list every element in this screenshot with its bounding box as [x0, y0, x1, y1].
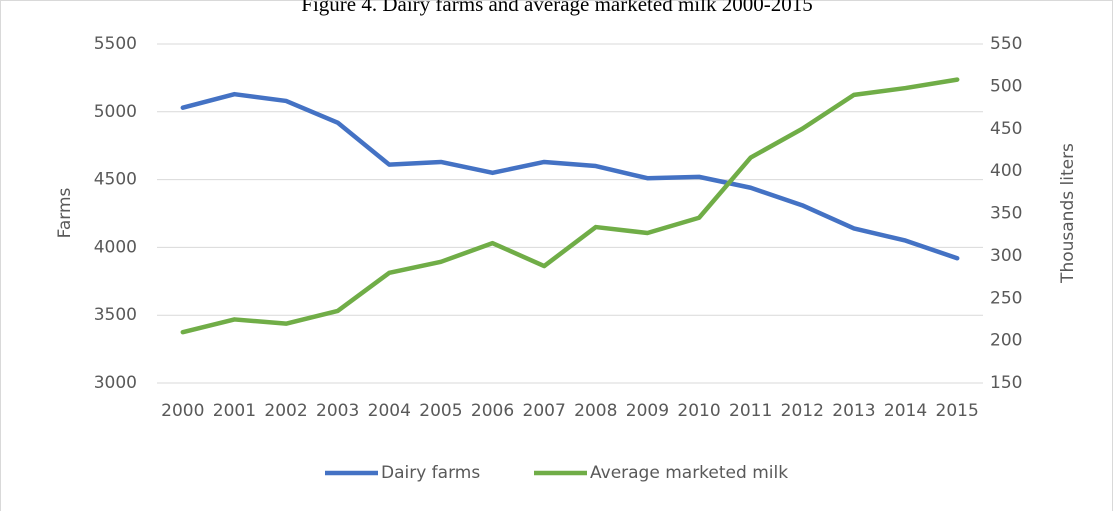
x-tick-label: 2015	[936, 401, 979, 421]
x-tick-label: 2006	[471, 401, 514, 421]
data-line	[180, 91, 960, 261]
x-tick-label: 2010	[677, 401, 720, 421]
x-tick-label: 2008	[574, 401, 617, 421]
y-tick-label: 3500	[94, 305, 137, 325]
y2-tick-label: 400	[990, 161, 1022, 181]
y2-tick-label: 200	[990, 331, 1022, 351]
x-tick-label: 2000	[161, 401, 204, 421]
y2-tick-label: 550	[990, 34, 1022, 54]
y2-tick-label: 300	[990, 246, 1022, 266]
x-tick-label: 2007	[523, 401, 566, 421]
y2-tick-label: 500	[990, 76, 1022, 96]
x-tick-label: 2005	[419, 401, 462, 421]
x-tick-label: 2013	[832, 401, 875, 421]
x-tick-label: 2009	[626, 401, 669, 421]
x-tick-label: 2003	[316, 401, 359, 421]
y-tick-label: 4500	[94, 170, 137, 190]
x-tick-label: 2002	[264, 401, 307, 421]
y2-tick-label: 150	[990, 373, 1022, 393]
y-tick-label: 3000	[94, 373, 137, 393]
x-tick-label: 2011	[729, 401, 772, 421]
y-tick-label: 5000	[94, 102, 137, 122]
y-tick-label: 4000	[94, 237, 137, 257]
y2-tick-label: 450	[990, 119, 1022, 139]
x-tick-label: 2014	[884, 401, 927, 421]
legend-label: Average marketed milk	[590, 463, 788, 483]
y-tick-label: 5500	[94, 34, 137, 54]
x-tick-label: 2001	[213, 401, 256, 421]
y2-axis-title: Thousands liters	[1058, 143, 1078, 284]
legend-label: Dairy farms	[381, 463, 480, 483]
x-tick-label: 2012	[781, 401, 824, 421]
y-axis-title: Farms	[55, 187, 75, 238]
x-tick-label: 2004	[368, 401, 411, 421]
data-line	[180, 77, 960, 335]
chart-title: Figure 4. Dairy farms and average market…	[301, 0, 812, 16]
y2-tick-label: 250	[990, 288, 1022, 308]
y2-tick-label: 350	[990, 204, 1022, 224]
